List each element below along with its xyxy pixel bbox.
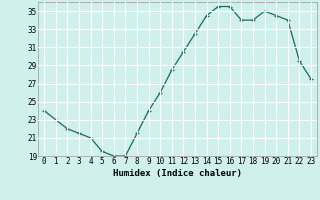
X-axis label: Humidex (Indice chaleur): Humidex (Indice chaleur) [113, 169, 242, 178]
